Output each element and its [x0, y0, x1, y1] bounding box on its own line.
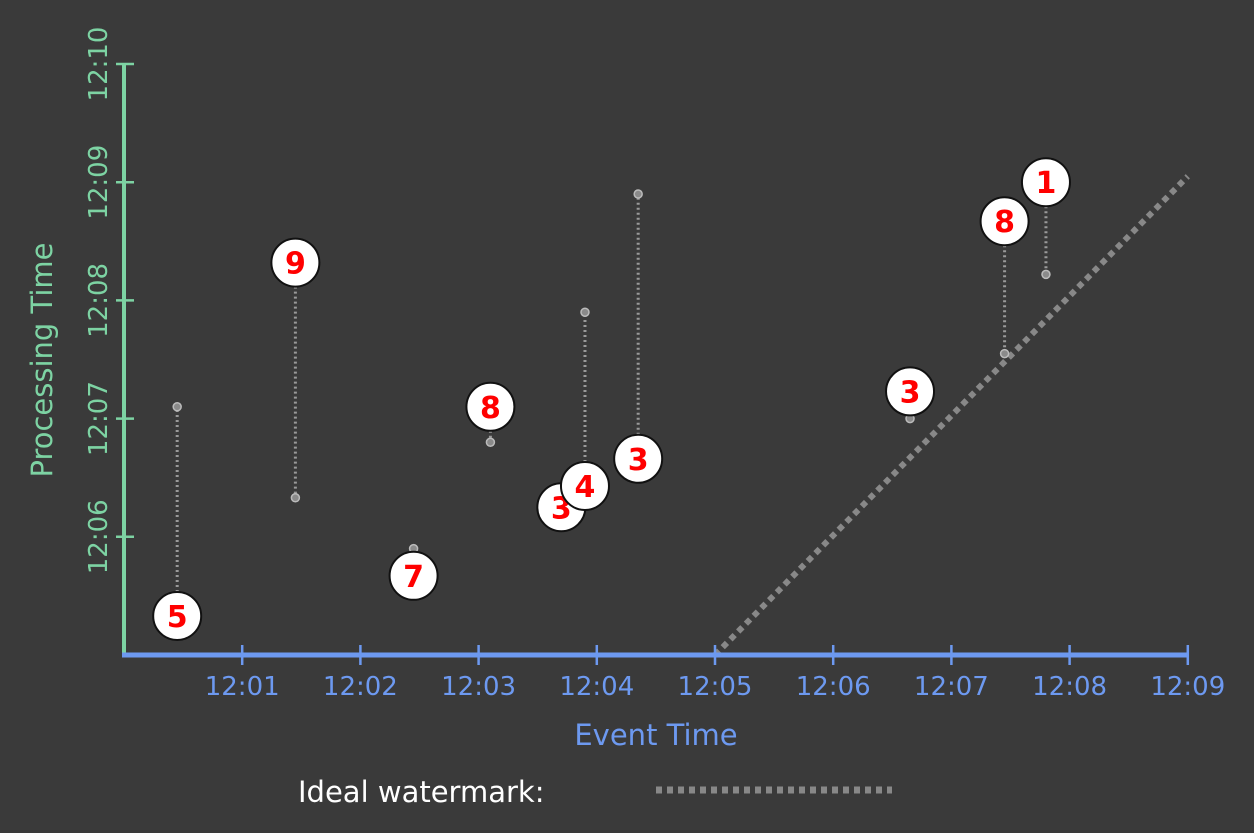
- data-point-label: 8: [480, 391, 501, 426]
- data-point-marker: [388, 550, 439, 601]
- point-origin-marker: [172, 402, 182, 412]
- y-axis-label: Processing Time: [25, 242, 59, 477]
- y-tick-label: 12:06: [84, 499, 114, 574]
- x-tick-label: 12:09: [1150, 672, 1225, 702]
- x-tick-label: 12:03: [441, 672, 516, 702]
- data-point-label: 4: [575, 470, 596, 505]
- y-tick-label: 12:08: [84, 263, 114, 338]
- x-tick-label: 12:05: [678, 672, 753, 702]
- x-tick-label: 12:07: [914, 672, 989, 702]
- data-point-marker: [465, 381, 516, 432]
- data-point-marker: [559, 460, 610, 511]
- x-tick-label: 12:06: [796, 672, 871, 702]
- data-point-marker: [270, 237, 321, 288]
- data-point-label: 3: [628, 443, 649, 478]
- x-tick-label: 12:01: [205, 672, 280, 702]
- data-point-label: 3: [900, 375, 921, 410]
- point-origin-marker: [633, 189, 643, 199]
- legend-label: Ideal watermark:: [298, 775, 544, 809]
- data-point-marker: [979, 196, 1030, 247]
- data-point-marker: [1020, 157, 1071, 208]
- data-point-label: 5: [167, 600, 188, 635]
- y-tick-label: 12:07: [84, 381, 114, 456]
- data-point-marker: [613, 433, 664, 484]
- data-point-label: 8: [994, 205, 1015, 240]
- data-point-label: 1: [1036, 166, 1057, 201]
- x-tick-label: 12:04: [559, 672, 634, 702]
- x-tick-label: 12:02: [323, 672, 398, 702]
- ideal-watermark-line: [712, 174, 1190, 658]
- x-tick-label: 12:08: [1032, 672, 1107, 702]
- point-origin-marker: [1041, 269, 1051, 280]
- y-tick-label: 12:09: [84, 145, 114, 220]
- point-origin-marker: [485, 437, 496, 447]
- y-tick-label: 12:10: [84, 27, 114, 102]
- data-point-marker: [152, 590, 203, 641]
- point-origin-marker: [999, 348, 1010, 359]
- data-point-label: 7: [403, 560, 424, 595]
- point-origin-marker: [290, 493, 301, 503]
- data-point-label: 9: [285, 247, 306, 282]
- point-origin-marker: [580, 307, 590, 317]
- x-axis-label: Event Time: [574, 718, 737, 752]
- data-point-marker: [885, 366, 936, 417]
